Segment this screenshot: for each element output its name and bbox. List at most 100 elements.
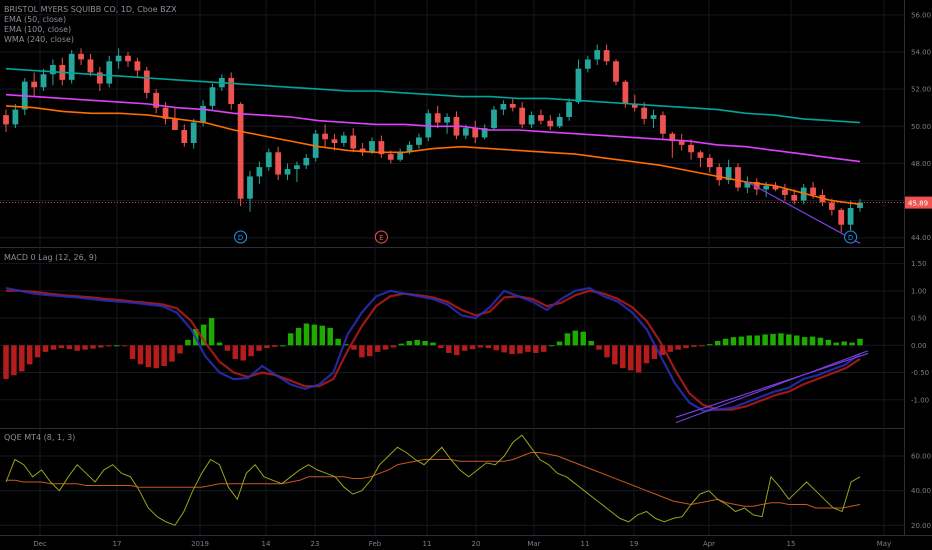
macd-histogram-bar (351, 345, 357, 350)
ema100-legend[interactable]: EMA (100, close) (4, 25, 72, 34)
macd-histogram-bar (572, 330, 579, 346)
candle-body (828, 202, 835, 210)
macd-histogram-bar (113, 345, 120, 347)
candle-body (3, 115, 9, 125)
time-axis[interactable]: Dec 17 2019 14 23 Feb 11 20 Mar 11 19 Apr 15 May (33, 540, 891, 548)
candle-body (622, 81, 629, 104)
macd-histogram-bar (256, 345, 262, 351)
candle-body (613, 61, 619, 82)
macd-histogram-bar (177, 345, 183, 354)
candle-body (397, 152, 404, 160)
candle-body (115, 55, 122, 62)
candle-body (12, 109, 19, 125)
macd-histogram-bar (786, 334, 792, 346)
candle-body (209, 87, 216, 106)
macd-histogram-bar (82, 345, 88, 350)
macd-histogram-bar (74, 345, 80, 351)
macd-histogram-bar (414, 339, 420, 346)
macd-histogram-bar (849, 342, 855, 346)
candle-body (697, 152, 704, 158)
candle-body (810, 187, 816, 195)
macd-histogram-bar (287, 333, 294, 346)
candle-body (406, 144, 413, 153)
macd-histogram-bar (770, 333, 776, 346)
wma240-line (5, 67, 861, 124)
candle-body (444, 117, 450, 123)
wma240-legend[interactable]: WMA (240, close) (4, 35, 75, 44)
macd-histogram-bar (295, 327, 302, 346)
macd-histogram-bar (556, 341, 563, 346)
macd-histogram-bar (659, 345, 666, 356)
macd-histogram-bar (169, 345, 175, 362)
candle-body (481, 128, 488, 138)
macd-trendline-lower (675, 350, 869, 424)
candle-body (294, 165, 300, 169)
macd-histogram-bar (374, 345, 381, 352)
earnings-marker-label: E (379, 234, 383, 242)
macd-legend[interactable]: MACD 0 Lag (12, 26, 9) (4, 253, 97, 262)
macd-histogram-bar (161, 345, 167, 367)
macd-histogram-bar (461, 345, 468, 351)
price-legend: BRISTOL MYERS SQUIBB CO, 1D, Cboe BZX EM… (4, 5, 177, 45)
macd-histogram-bar (517, 345, 523, 354)
qqe-legend[interactable]: QQE MT4 (8, 1, 3) (4, 433, 76, 442)
macd-pane[interactable] (3, 286, 869, 424)
candle-body (716, 167, 723, 181)
macd-histogram-bar (620, 345, 626, 369)
macd-histogram-bar (303, 323, 310, 346)
macd-histogram-bar (643, 345, 650, 364)
candle-body (265, 152, 272, 168)
candle-body (725, 167, 732, 181)
macd-histogram-bar (540, 345, 547, 352)
candle-body (669, 133, 676, 142)
ema100-line (5, 93, 861, 163)
price-tick-label: 56.00 (911, 11, 931, 19)
symbol-title[interactable]: BRISTOL MYERS SQUIBB CO, 1D, Cboe BZX (4, 5, 177, 14)
time-tick-label: 14 (262, 540, 271, 548)
macd-histogram-bar (817, 337, 824, 346)
macd-histogram-bar (446, 345, 452, 353)
time-tick-label: 15 (787, 540, 796, 548)
macd-histogram-bar (106, 345, 112, 347)
macd-histogram-bar (651, 345, 658, 359)
candle-body (847, 208, 854, 225)
ema50-legend[interactable]: EMA (50, close) (4, 15, 67, 24)
candle-body (472, 128, 479, 138)
candle-body (782, 189, 788, 195)
candle-body (462, 128, 469, 136)
macd-histogram-bar (66, 345, 73, 350)
time-tick-label: 23 (311, 540, 320, 548)
qqe-tick-label: 60.00 (911, 453, 931, 461)
macd-histogram-bar (58, 345, 65, 349)
last-price-tag (905, 196, 932, 209)
macd-histogram-bar (248, 345, 254, 357)
qqe-trailing-line (6, 452, 861, 509)
macd-histogram-bar (280, 345, 286, 347)
macd-histogram-bar (208, 318, 215, 346)
candle-body (78, 53, 84, 60)
candle-body (387, 154, 394, 160)
time-tick-label: 2019 (191, 540, 209, 548)
macd-histogram-bar (525, 345, 531, 352)
candle-body (660, 115, 666, 134)
time-tick-label: 17 (113, 540, 122, 548)
price-pane[interactable]: DEDE (0, 44, 932, 244)
price-axis[interactable]: 56.0054.0052.0050.0048.0046.0044.0045.89… (905, 11, 932, 530)
candle-body (322, 133, 328, 140)
macd-histogram-bar (453, 345, 460, 356)
candle-body (87, 59, 94, 73)
macd-histogram-bar (137, 345, 144, 365)
macd-histogram-bar (390, 345, 397, 348)
candle-body (500, 104, 507, 110)
macd-histogram-bar (90, 345, 96, 349)
qqe-pane[interactable] (5, 434, 861, 526)
time-tick-label: May (877, 540, 891, 548)
candle-body (538, 115, 544, 121)
candle-body (228, 78, 235, 104)
macd-histogram-bar (272, 345, 278, 347)
candle-body (369, 141, 375, 153)
macd-tick-label: 0.00 (911, 342, 927, 350)
candle-body (200, 105, 206, 123)
macd-histogram-bar (548, 345, 555, 347)
